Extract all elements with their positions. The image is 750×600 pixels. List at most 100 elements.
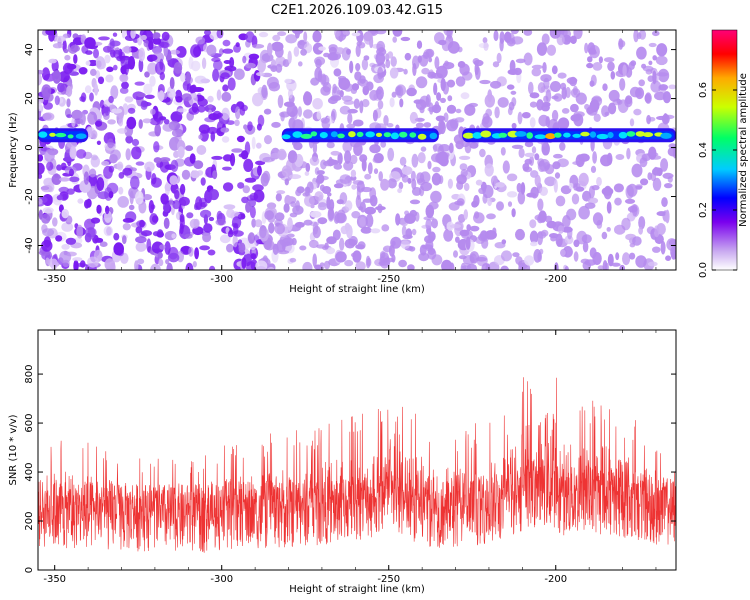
noise-blob xyxy=(661,197,668,208)
noise-blob xyxy=(131,138,140,147)
noise-blob xyxy=(119,73,129,83)
top-y-axis-label: Frequency (Hz) xyxy=(8,112,19,188)
noise-blob xyxy=(300,48,307,56)
noise-blob xyxy=(188,246,194,257)
noise-blob xyxy=(91,130,98,140)
noise-blob xyxy=(128,204,135,211)
noise-blob xyxy=(257,58,266,73)
noise-blob xyxy=(314,191,324,202)
noise-blob xyxy=(501,250,512,262)
noise-blob xyxy=(411,153,419,168)
noise-blob xyxy=(660,240,666,255)
noise-blob xyxy=(372,109,378,122)
noise-blob xyxy=(638,226,643,235)
noise-blob xyxy=(99,241,108,247)
noise-blob xyxy=(113,64,118,71)
noise-blob xyxy=(590,165,597,173)
noise-blob xyxy=(221,107,230,121)
noise-blob xyxy=(212,68,220,82)
noise-blob xyxy=(317,202,327,211)
noise-blob xyxy=(411,178,417,190)
noise-blob xyxy=(395,86,402,96)
noise-blob xyxy=(173,62,183,74)
noise-blob xyxy=(644,93,651,103)
noise-blob xyxy=(415,122,424,129)
noise-blob xyxy=(468,102,479,108)
noise-blob xyxy=(539,186,548,196)
noise-blob xyxy=(234,68,245,80)
noise-blob xyxy=(212,170,218,180)
top-x-tick-label: -200 xyxy=(544,274,567,285)
band-hotspot xyxy=(429,132,438,140)
noise-blob xyxy=(613,183,625,193)
noise-blob xyxy=(44,149,55,163)
noise-blob xyxy=(653,225,660,238)
band-hotspot xyxy=(292,131,303,138)
noise-blob xyxy=(492,61,500,68)
noise-blob xyxy=(589,247,597,259)
noise-blob xyxy=(41,184,53,193)
noise-blob xyxy=(282,237,294,246)
noise-blob xyxy=(326,141,335,149)
noise-blob xyxy=(144,161,155,172)
noise-blob xyxy=(515,228,525,241)
bottom-y-tick-label: 400 xyxy=(24,462,35,481)
noise-blob xyxy=(513,67,522,76)
noise-blob xyxy=(496,201,504,211)
noise-blob xyxy=(349,60,354,74)
noise-blob xyxy=(155,61,166,75)
noise-blob xyxy=(486,213,496,220)
noise-blob xyxy=(517,191,526,205)
noise-blob xyxy=(328,46,337,55)
noise-blob xyxy=(186,212,194,219)
noise-blob xyxy=(356,41,362,46)
noise-blob xyxy=(211,57,221,62)
noise-blob xyxy=(372,156,384,164)
noise-blob xyxy=(266,76,279,89)
noise-blob xyxy=(427,160,432,170)
noise-blob xyxy=(240,150,249,160)
noise-blob xyxy=(586,62,594,69)
noise-blob xyxy=(511,36,524,45)
noise-blob xyxy=(116,161,124,171)
noise-blob xyxy=(52,43,64,49)
noise-blob xyxy=(98,36,110,41)
noise-blob xyxy=(146,238,152,253)
noise-blob xyxy=(484,94,495,108)
noise-blob xyxy=(632,236,642,246)
noise-blob xyxy=(287,150,298,164)
noise-blob xyxy=(200,78,210,84)
bottom-x-tick-label: -200 xyxy=(544,574,567,585)
noise-blob xyxy=(648,117,656,122)
noise-blob xyxy=(608,89,620,102)
noise-blob xyxy=(447,95,453,102)
band-hotspot xyxy=(498,132,508,138)
noise-blob xyxy=(303,31,308,43)
noise-blob xyxy=(638,79,645,87)
noise-blob xyxy=(510,30,519,35)
noise-blob xyxy=(237,213,246,220)
noise-blob xyxy=(303,91,313,106)
noise-blob xyxy=(350,169,357,178)
noise-blob xyxy=(625,185,634,199)
noise-blob xyxy=(635,184,643,189)
band-hotspot xyxy=(462,132,475,139)
noise-blob xyxy=(202,232,212,243)
noise-blob xyxy=(500,147,506,156)
noise-blob xyxy=(405,228,413,239)
noise-blob xyxy=(234,119,240,127)
noise-blob xyxy=(54,35,66,43)
noise-blob xyxy=(69,146,77,160)
noise-blob xyxy=(523,166,533,173)
noise-blob xyxy=(134,260,139,270)
noise-blob xyxy=(52,217,58,227)
noise-blob xyxy=(398,181,404,190)
noise-blob xyxy=(430,190,442,203)
noise-blob xyxy=(110,85,119,100)
noise-blob xyxy=(353,142,363,157)
bottom-x-tick-label: -250 xyxy=(377,574,400,585)
band-hotspot xyxy=(390,132,399,140)
noise-blob xyxy=(530,241,538,247)
noise-blob xyxy=(211,155,223,160)
noise-blob xyxy=(428,57,433,63)
